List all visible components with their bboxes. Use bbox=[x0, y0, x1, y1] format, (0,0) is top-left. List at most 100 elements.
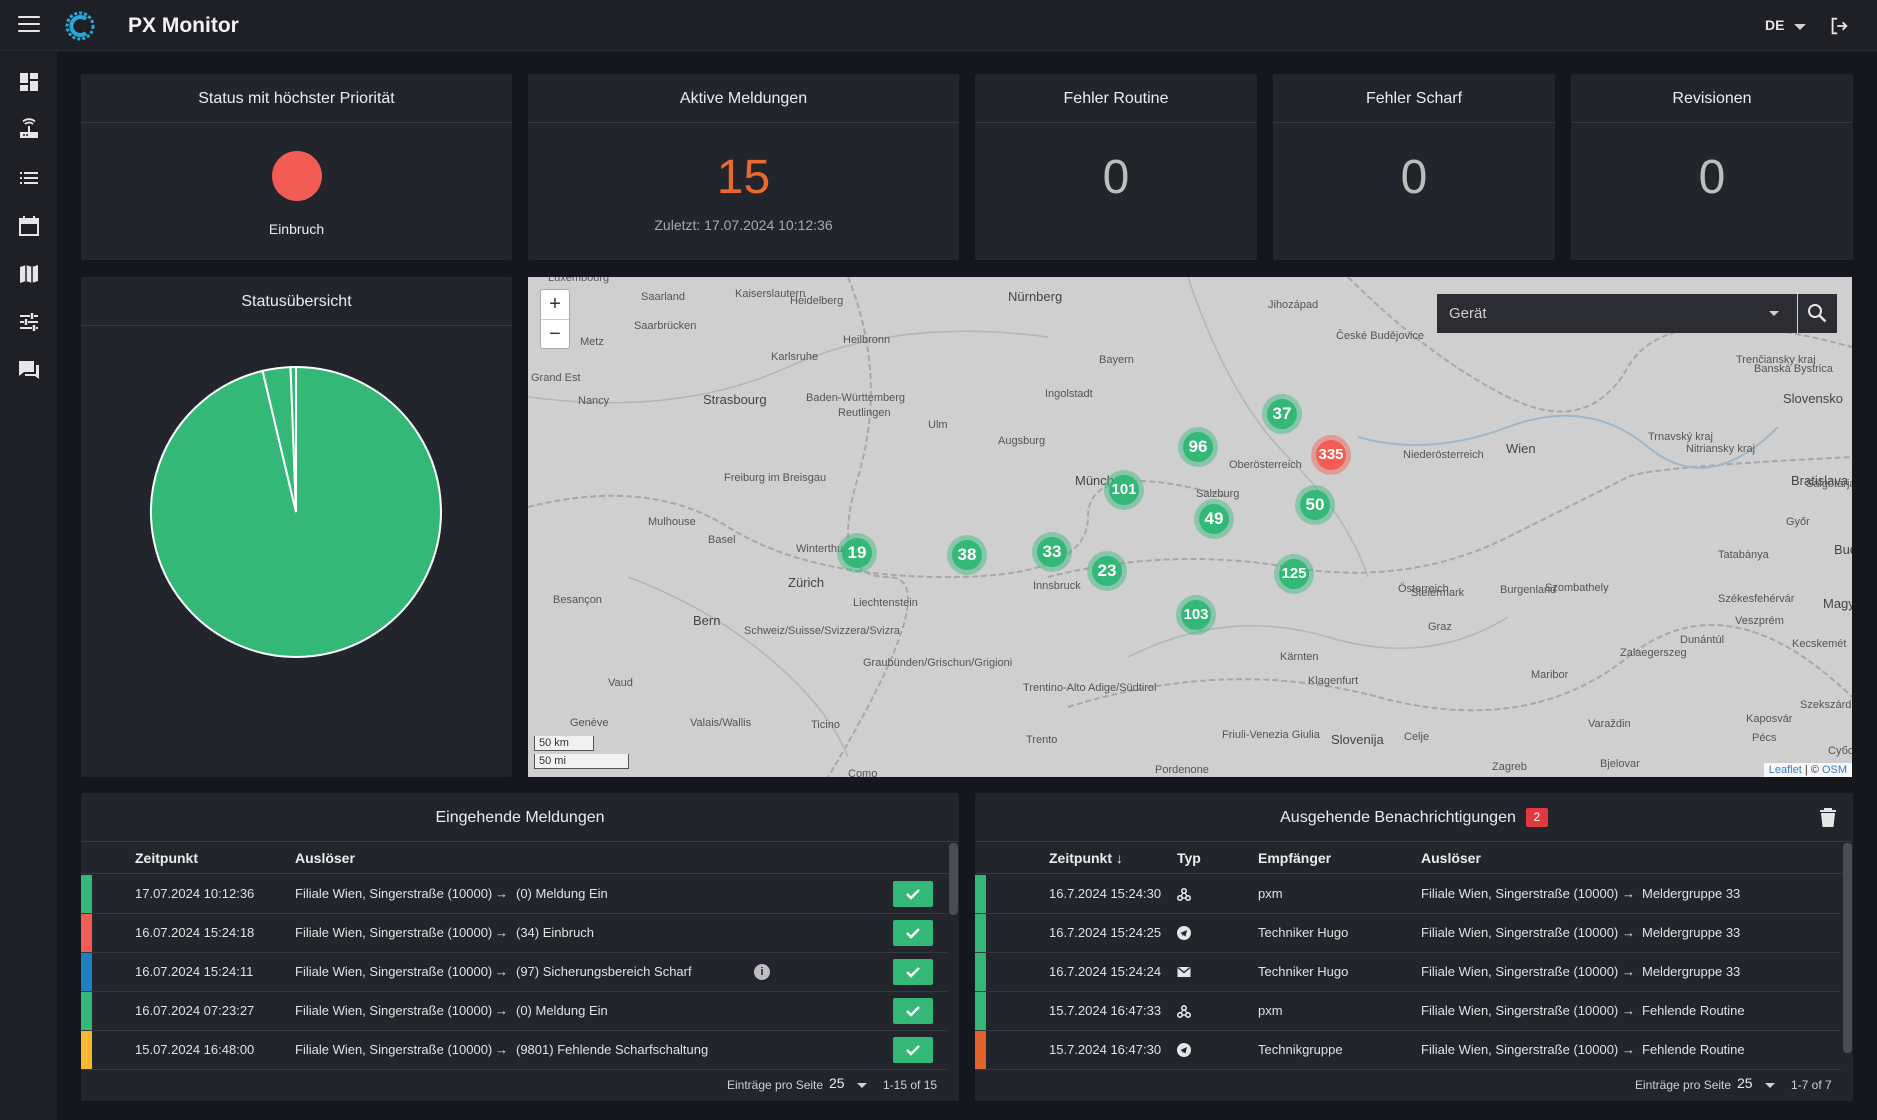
map-place-label: Basel bbox=[708, 534, 736, 546]
top-bar: PX Monitor DE bbox=[0, 0, 1877, 51]
scrollbar[interactable] bbox=[1843, 843, 1852, 1053]
map-place-label: Heidelberg bbox=[790, 295, 844, 307]
table-row[interactable]: 16.07.2024 15:24:18 Filiale Wien, Singers… bbox=[81, 914, 947, 953]
map-cluster-marker[interactable]: 125 bbox=[1274, 554, 1314, 594]
map-cluster-marker[interactable]: 33 bbox=[1032, 532, 1072, 572]
table-row[interactable]: 15.7.2024 16:47:33 pxm Filiale Wien, Singe… bbox=[975, 992, 1841, 1031]
per-page-label: Einträge pro Seite bbox=[1635, 1078, 1732, 1092]
map-place-label: Reutlingen bbox=[838, 407, 891, 419]
table-row[interactable]: 16.07.2024 07:23:27 Filiale Wien, Singers… bbox=[81, 992, 947, 1031]
row-source: Filiale Wien, Singerstraße (10000) bbox=[295, 925, 493, 940]
acknowledge-button[interactable] bbox=[893, 881, 933, 907]
column-header-label: Zeitpunkt bbox=[1049, 850, 1112, 866]
map-cluster-marker[interactable]: 101 bbox=[1104, 470, 1144, 510]
map-place-label: Ingolstadt bbox=[1045, 388, 1093, 400]
calendar-icon[interactable] bbox=[17, 214, 41, 238]
arrow-right-icon: → bbox=[495, 1042, 508, 1057]
map-place-label: Niederösterreich bbox=[1403, 449, 1484, 461]
scale-km: 50 km bbox=[534, 736, 594, 751]
chat-icon[interactable] bbox=[17, 358, 41, 382]
per-page-select[interactable]: 25 bbox=[1737, 1075, 1753, 1091]
cluster-count: 33 bbox=[1037, 537, 1067, 567]
table-row[interactable]: 16.7.2024 15:24:30 pxm Filiale Wien, Singe… bbox=[975, 875, 1841, 914]
map-place-label: Nitriansky kraj bbox=[1686, 443, 1756, 455]
map[interactable]: + − Luxembourg Saarland Kaiserslautern Heid… bbox=[528, 277, 1852, 777]
map-place-label: Klagenfurt bbox=[1308, 675, 1359, 687]
leaflet-link[interactable]: Leaflet bbox=[1768, 764, 1802, 776]
last-alert-time: Zuletzt: 17.07.2024 10:12:36 bbox=[654, 217, 833, 233]
webhook-icon bbox=[1177, 887, 1191, 901]
dashboard-icon[interactable] bbox=[17, 70, 41, 94]
row-target: Meldergruppe 33 bbox=[1642, 886, 1741, 901]
cluster-count: 38 bbox=[952, 540, 982, 570]
chevron-down-icon[interactable] bbox=[1794, 24, 1806, 30]
map-cluster-marker[interactable]: 37 bbox=[1262, 394, 1302, 434]
map-cluster-marker[interactable]: 103 bbox=[1176, 595, 1216, 635]
map-cluster-marker[interactable]: 335 bbox=[1311, 435, 1351, 475]
table-row[interactable]: 16.07.2024 15:24:11 Filiale Wien, Singers… bbox=[81, 953, 947, 992]
map-place-label: Kärnten bbox=[1280, 651, 1319, 663]
sliders-icon[interactable] bbox=[17, 310, 41, 334]
chevron-down-icon[interactable] bbox=[1769, 311, 1779, 316]
chevron-down-icon[interactable] bbox=[1765, 1083, 1775, 1088]
device-select[interactable]: Gerät bbox=[1437, 294, 1797, 333]
map-cluster-marker[interactable]: 38 bbox=[947, 535, 987, 575]
chevron-down-icon[interactable] bbox=[857, 1083, 867, 1088]
app-title: PX Monitor bbox=[128, 14, 239, 37]
map-place-label: Maribor bbox=[1531, 669, 1569, 681]
map-cluster-marker[interactable]: 23 bbox=[1087, 551, 1127, 591]
column-header[interactable]: Auslöser bbox=[1421, 850, 1481, 866]
table-row[interactable]: 15.7.2024 16:47:30 Technikgruppe Filiale W… bbox=[975, 1031, 1841, 1070]
zoom-in-button[interactable]: + bbox=[549, 293, 561, 315]
map-cluster-marker[interactable]: 96 bbox=[1178, 427, 1218, 467]
table-row[interactable]: 17.07.2024 10:12:36 Filiale Wien, Singers… bbox=[81, 875, 947, 914]
webhook-icon bbox=[1177, 1004, 1191, 1018]
column-header[interactable]: Zeitpunkt ↓ bbox=[1049, 842, 1123, 874]
router-icon[interactable] bbox=[17, 118, 41, 142]
acknowledge-button[interactable] bbox=[893, 998, 933, 1024]
table-row[interactable]: 16.7.2024 15:24:24 Techniker Hugo Filiale … bbox=[975, 953, 1841, 992]
map-cluster-marker[interactable]: 19 bbox=[837, 533, 877, 573]
list-icon[interactable] bbox=[17, 166, 41, 190]
column-header[interactable]: Zeitpunkt bbox=[135, 850, 198, 866]
telegram-icon bbox=[1177, 926, 1191, 940]
arrow-right-icon: → bbox=[1622, 925, 1635, 940]
row-time: 15.7.2024 16:47:33 bbox=[1049, 1003, 1162, 1018]
map-icon[interactable] bbox=[17, 262, 41, 286]
column-header[interactable]: Empfänger bbox=[1258, 850, 1332, 866]
map-place-label: Székesfehérvár bbox=[1718, 593, 1795, 605]
pie-slice[interactable] bbox=[289, 365, 297, 513]
map-cluster-marker[interactable]: 50 bbox=[1295, 485, 1335, 525]
osm-link[interactable]: OSM bbox=[1821, 764, 1847, 776]
map-place-label: Burgenland bbox=[1500, 584, 1557, 596]
acknowledge-button[interactable] bbox=[893, 920, 933, 946]
acknowledge-button[interactable] bbox=[893, 959, 933, 985]
active-alerts-card: Aktive Meldungen 15 Zuletzt: 17.07.2024 … bbox=[528, 74, 959, 260]
map-cluster-marker[interactable]: 49 bbox=[1194, 499, 1234, 539]
map-place-label: Besançon bbox=[553, 594, 602, 606]
device-search-button[interactable] bbox=[1798, 294, 1837, 333]
row-event: (0) Meldung Ein bbox=[516, 1003, 608, 1018]
zoom-out-button[interactable]: − bbox=[541, 319, 569, 348]
per-page-select[interactable]: 25 bbox=[829, 1075, 845, 1091]
map-place-label: Slovenija bbox=[1331, 732, 1384, 747]
map-place-label: Győr bbox=[1786, 516, 1810, 528]
trash-icon[interactable] bbox=[1819, 808, 1837, 828]
column-header[interactable]: Auslöser bbox=[295, 850, 355, 866]
row-time: 16.7.2024 15:24:25 bbox=[1049, 925, 1162, 940]
map-place-label: Nürnberg bbox=[1008, 289, 1063, 304]
map-place-label: Суботица bbox=[1828, 745, 1852, 757]
map-place-label: Heilbronn bbox=[843, 334, 891, 346]
menu-icon[interactable] bbox=[18, 16, 40, 34]
scrollbar[interactable] bbox=[949, 843, 958, 915]
column-header[interactable]: Typ bbox=[1177, 850, 1201, 866]
row-time: 16.07.2024 07:23:27 bbox=[135, 1003, 255, 1018]
language-select[interactable]: DE bbox=[1765, 17, 1785, 33]
table-row[interactable]: 15.07.2024 16:48:00 Filiale Wien, Singers… bbox=[81, 1031, 947, 1070]
info-icon[interactable]: i bbox=[754, 964, 770, 980]
table-row[interactable]: 16.7.2024 15:24:25 Techniker Hugo Filiale … bbox=[975, 914, 1841, 953]
logout-icon[interactable] bbox=[1828, 15, 1850, 37]
map-place-label: Genève bbox=[570, 717, 609, 729]
map-place-label: Ulm bbox=[928, 419, 948, 431]
acknowledge-button[interactable] bbox=[893, 1037, 933, 1063]
